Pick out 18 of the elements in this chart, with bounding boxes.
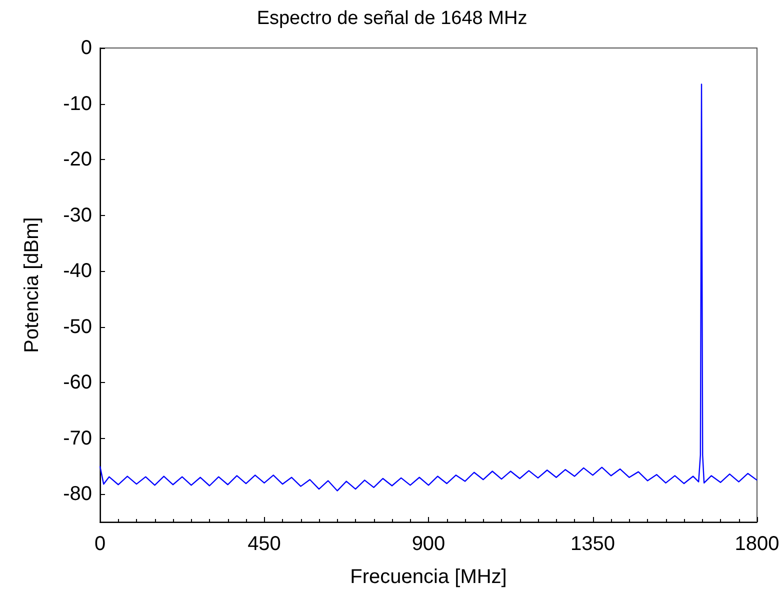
x-tick-label: 1350 xyxy=(570,533,615,555)
x-tick-label: 450 xyxy=(248,533,281,555)
chart-title: Espectro de señal de 1648 MHz xyxy=(256,8,528,29)
y-tick-label: -40 xyxy=(63,260,92,282)
y-tick-label: -20 xyxy=(63,148,92,171)
y-tick-label: -60 xyxy=(63,372,92,394)
x-tick-label: 1800 xyxy=(734,533,780,555)
line-series xyxy=(99,84,758,492)
y-axis-title: Potencia [dBm] xyxy=(21,217,43,353)
x-axis-title: Frecuencia [MHz] xyxy=(350,566,507,588)
y-tick-label: -80 xyxy=(63,483,92,506)
x-tick-label: 0 xyxy=(94,533,106,555)
x-tick-label: 900 xyxy=(412,533,446,555)
y-tick-label: 0 xyxy=(80,37,92,59)
y-tick-label: -50 xyxy=(63,316,92,338)
y-tick-label: -10 xyxy=(63,92,92,115)
y-tick-label: -30 xyxy=(63,204,92,226)
y-tick-label: -70 xyxy=(63,427,92,450)
